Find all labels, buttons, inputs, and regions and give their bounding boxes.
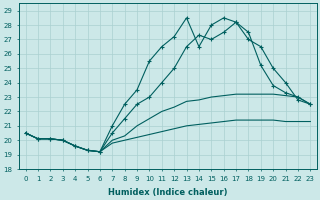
X-axis label: Humidex (Indice chaleur): Humidex (Indice chaleur) bbox=[108, 188, 228, 197]
